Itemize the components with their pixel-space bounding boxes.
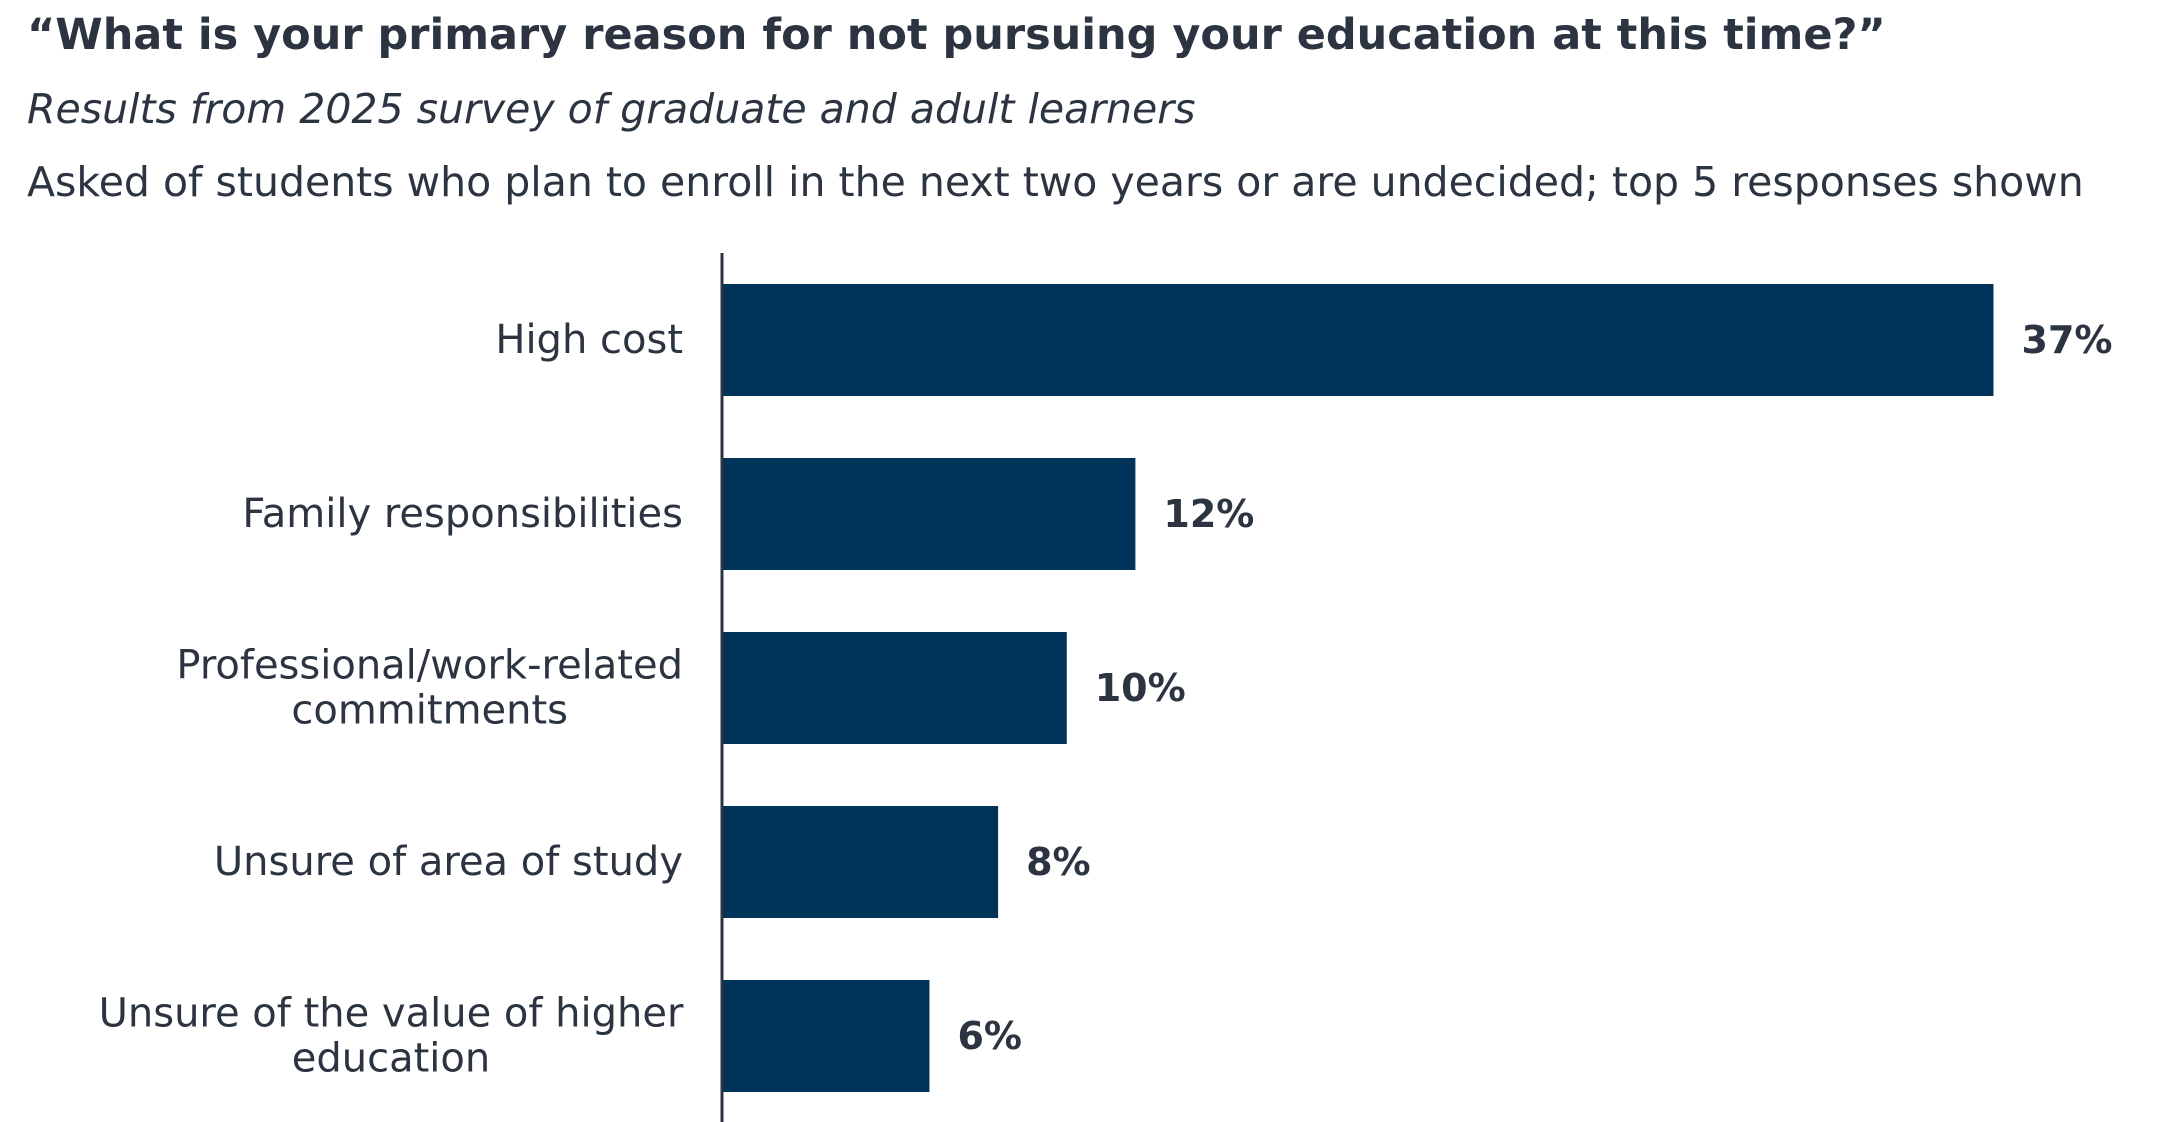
category-label: Family responsibilities bbox=[242, 491, 683, 537]
bar-value-label: 8% bbox=[1026, 840, 1091, 884]
bar bbox=[723, 806, 999, 918]
category-label: Professional/work-related commitments bbox=[176, 643, 683, 734]
bar bbox=[723, 458, 1136, 570]
category-label: High cost bbox=[495, 317, 683, 363]
bar-value-label: 37% bbox=[2022, 318, 2113, 362]
chart-note: Asked of students who plan to enroll in … bbox=[27, 158, 2084, 206]
bar bbox=[723, 632, 1067, 744]
bar-value-label: 6% bbox=[957, 1014, 1022, 1058]
category-label: Unsure of area of study bbox=[214, 839, 683, 885]
bar-value-label: 12% bbox=[1163, 492, 1254, 536]
chart-subtitle: Results from 2025 survey of graduate and… bbox=[27, 85, 1196, 133]
chart-title: “What is your primary reason for not pur… bbox=[27, 10, 1886, 60]
bar bbox=[723, 980, 930, 1092]
bar bbox=[723, 284, 1994, 396]
bar-value-label: 10% bbox=[1095, 666, 1186, 710]
category-label: Unsure of the value of higher education bbox=[99, 991, 684, 1082]
